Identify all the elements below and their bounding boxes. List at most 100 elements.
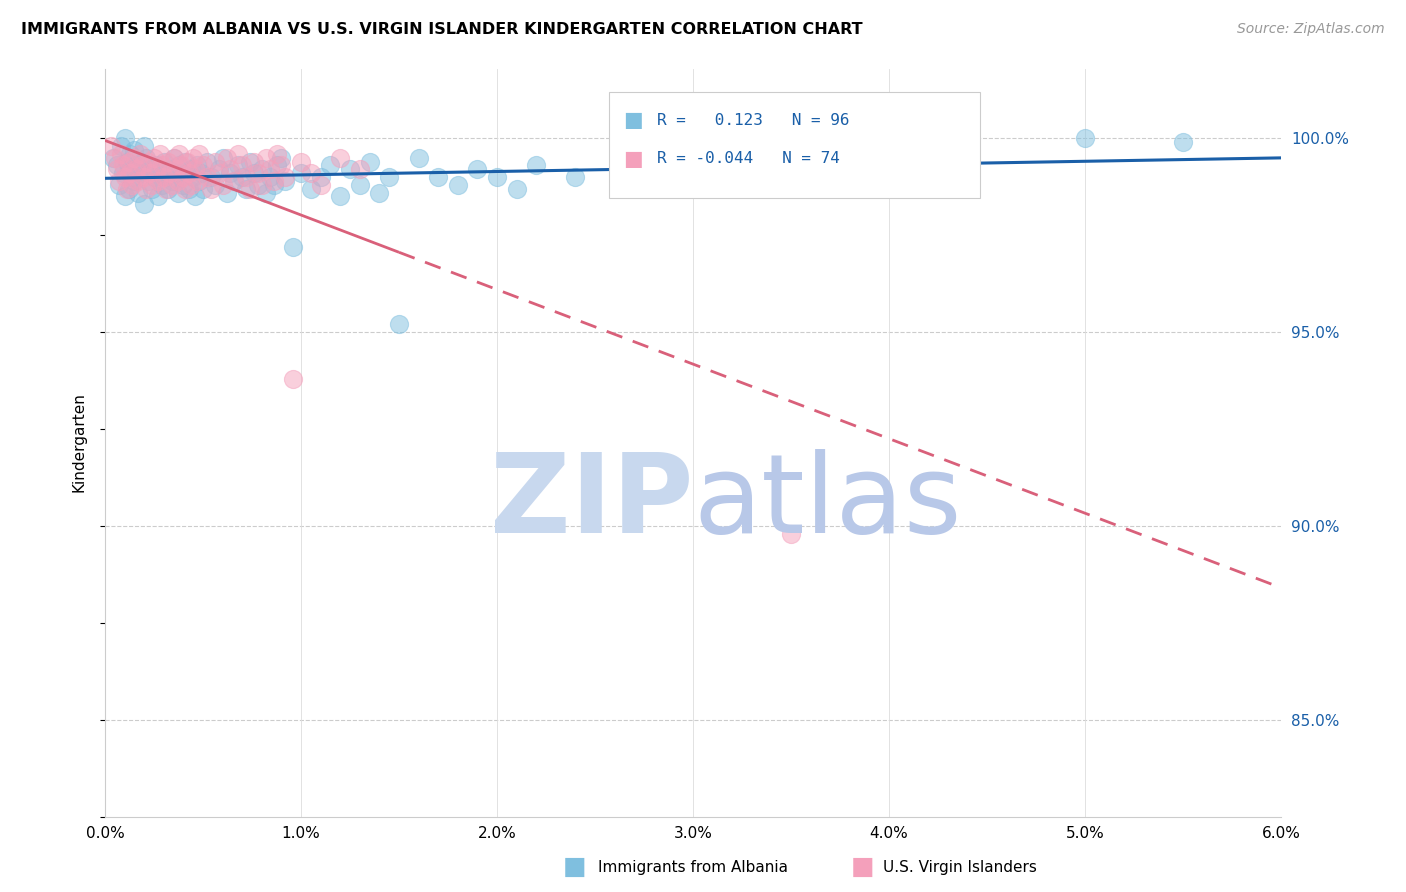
Point	[309, 178, 332, 192]
Point	[239, 182, 262, 196]
Point	[263, 174, 285, 188]
Point	[290, 166, 312, 180]
Point	[129, 166, 152, 180]
Point	[165, 162, 187, 177]
Point	[141, 178, 163, 192]
Point	[215, 151, 238, 165]
Point	[270, 158, 292, 172]
Point	[174, 182, 197, 196]
Point	[172, 169, 194, 184]
Text: U.S. Virgin Islanders: U.S. Virgin Islanders	[883, 860, 1036, 874]
Point	[176, 154, 198, 169]
Point	[166, 174, 188, 188]
Point	[104, 151, 127, 165]
Point	[204, 178, 226, 192]
Point	[231, 158, 253, 172]
Point	[145, 158, 167, 172]
Point	[135, 151, 157, 165]
Point	[143, 169, 166, 184]
Point	[186, 174, 208, 188]
Point	[188, 146, 211, 161]
Point	[145, 162, 167, 177]
Text: R =   0.123   N = 96: R = 0.123 N = 96	[657, 113, 849, 128]
Point	[114, 131, 136, 145]
Point	[359, 154, 381, 169]
Point	[156, 182, 179, 196]
Text: ■: ■	[623, 149, 643, 169]
Point	[134, 197, 156, 211]
Point	[309, 169, 332, 184]
Point	[204, 154, 226, 169]
Point	[564, 169, 586, 184]
Point	[200, 182, 222, 196]
Point	[117, 162, 139, 177]
Point	[917, 139, 939, 153]
Point	[115, 182, 138, 196]
Point	[166, 186, 188, 200]
Point	[447, 178, 470, 192]
Point	[254, 186, 277, 200]
Point	[127, 186, 149, 200]
Point	[159, 166, 181, 180]
Point	[339, 162, 361, 177]
Point	[186, 158, 208, 172]
Point	[231, 169, 253, 184]
Point	[162, 151, 184, 165]
Point	[181, 169, 204, 184]
Y-axis label: Kindergarten: Kindergarten	[72, 392, 86, 492]
Point	[172, 178, 194, 192]
Point	[124, 143, 146, 157]
Point	[111, 158, 134, 172]
Point	[427, 169, 450, 184]
Point	[156, 154, 179, 169]
Point	[120, 166, 142, 180]
Point	[180, 178, 202, 192]
Point	[224, 174, 246, 188]
Point	[125, 162, 148, 177]
Point	[134, 139, 156, 153]
Point	[131, 154, 153, 169]
Point	[181, 151, 204, 165]
Point	[170, 169, 193, 184]
Point	[208, 166, 231, 180]
Point	[235, 169, 257, 184]
Point	[152, 154, 174, 169]
Point	[111, 166, 134, 180]
Point	[110, 139, 132, 153]
Point	[299, 166, 322, 180]
Point	[159, 162, 181, 177]
Point	[243, 166, 266, 180]
Point	[170, 158, 193, 172]
Point	[329, 151, 352, 165]
Text: ■: ■	[562, 855, 586, 879]
Point	[1074, 131, 1097, 145]
Point	[250, 178, 273, 192]
Point	[349, 178, 371, 192]
Point	[190, 166, 212, 180]
Point	[150, 178, 173, 192]
Point	[211, 151, 233, 165]
Point	[117, 154, 139, 169]
Point	[136, 154, 159, 169]
Point	[127, 174, 149, 188]
Point	[211, 178, 233, 192]
Point	[266, 146, 288, 161]
Point	[115, 154, 138, 169]
Point	[160, 174, 183, 188]
Point	[254, 151, 277, 165]
Point	[259, 162, 281, 177]
Point	[246, 166, 269, 180]
Point	[780, 143, 803, 157]
Point	[524, 158, 547, 172]
Point	[149, 166, 172, 180]
Text: IMMIGRANTS FROM ALBANIA VS U.S. VIRGIN ISLANDER KINDERGARTEN CORRELATION CHART: IMMIGRANTS FROM ALBANIA VS U.S. VIRGIN I…	[21, 22, 863, 37]
Point	[274, 169, 297, 184]
Point	[378, 169, 401, 184]
Point	[329, 189, 352, 203]
Point	[146, 189, 169, 203]
Point	[250, 162, 273, 177]
Point	[135, 182, 157, 196]
Point	[136, 174, 159, 188]
Point	[162, 151, 184, 165]
Point	[125, 158, 148, 172]
